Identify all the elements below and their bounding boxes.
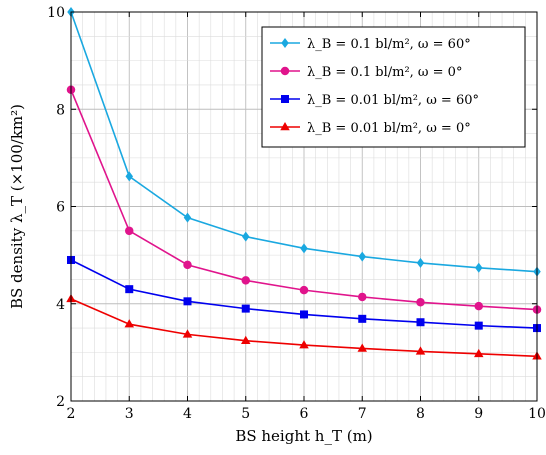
axis-ticks: 2 3 4 5 6 7 8 9 10 2 4 6 8 10 <box>47 5 546 422</box>
data-point <box>125 171 133 182</box>
y-tick-label: 2 <box>56 394 65 410</box>
data-point <box>183 212 192 223</box>
x-tick-label: 10 <box>528 406 546 422</box>
x-tick-label: 4 <box>183 406 192 422</box>
data-point <box>241 276 250 285</box>
y-tick-label: 10 <box>47 5 65 21</box>
data-point <box>357 343 367 352</box>
data-point <box>474 301 483 311</box>
data-point <box>280 122 290 131</box>
legend-box <box>261 26 526 148</box>
legend-item: λ_B = 0.1 bl/m², ω = 0° <box>270 65 462 80</box>
data-point <box>358 314 367 323</box>
y-axis-label: BS density λ_T (×100/km²) <box>8 104 26 309</box>
legend-label: λ_B = 0.1 bl/m², ω = 60° <box>307 37 471 52</box>
legend-item: λ_B = 0.01 bl/m², ω = 0° <box>270 121 471 136</box>
data-point <box>299 285 309 295</box>
data-point <box>416 257 425 268</box>
data-point <box>300 310 308 319</box>
data-point <box>474 321 483 330</box>
data-point <box>281 95 289 103</box>
y-tick-label: 8 <box>56 102 65 118</box>
data-point <box>241 335 251 344</box>
data-point <box>475 262 483 273</box>
data-point <box>280 66 290 76</box>
y-tick-label: 6 <box>56 200 65 216</box>
y-tick-label: 4 <box>56 297 65 313</box>
data-point <box>125 285 134 294</box>
data-point <box>281 38 289 48</box>
data-point <box>183 297 192 306</box>
legend: λ_B = 0.1 bl/m², ω = 60° λ_B = 0.1 bl/m²,… <box>261 26 526 148</box>
data-point <box>242 231 250 242</box>
data-point <box>124 319 134 328</box>
data-point <box>183 260 192 270</box>
data-point <box>415 346 426 355</box>
series-2 <box>66 85 542 314</box>
data-point <box>300 243 308 254</box>
data-point <box>125 226 134 236</box>
legend-item: λ_B = 0.1 bl/m², ω = 60° <box>270 37 471 52</box>
data-point <box>241 304 250 313</box>
data-point <box>416 298 425 307</box>
x-tick-label: 5 <box>241 406 250 422</box>
x-tick-label: 6 <box>300 406 309 422</box>
data-point <box>182 329 193 338</box>
data-point <box>358 292 367 302</box>
x-axis-label: BS height h_T (m) <box>235 427 372 445</box>
data-point <box>299 340 309 349</box>
data-point <box>474 348 484 358</box>
data-point <box>358 251 366 262</box>
x-tick-label: 8 <box>416 406 425 422</box>
data-point <box>416 318 425 327</box>
legend-item: λ_B = 0.01 bl/m², ω = 60° <box>270 93 479 108</box>
x-tick-label: 7 <box>358 406 367 422</box>
grid <box>70 11 538 402</box>
x-tick-label: 3 <box>125 406 134 422</box>
legend-label: λ_B = 0.1 bl/m², ω = 0° <box>307 65 462 80</box>
legend-label: λ_B = 0.01 bl/m², ω = 0° <box>307 121 471 136</box>
x-tick-label: 9 <box>474 406 483 422</box>
legend-label: λ_B = 0.01 bl/m², ω = 60° <box>307 93 479 108</box>
x-tick-label: 2 <box>67 406 76 422</box>
